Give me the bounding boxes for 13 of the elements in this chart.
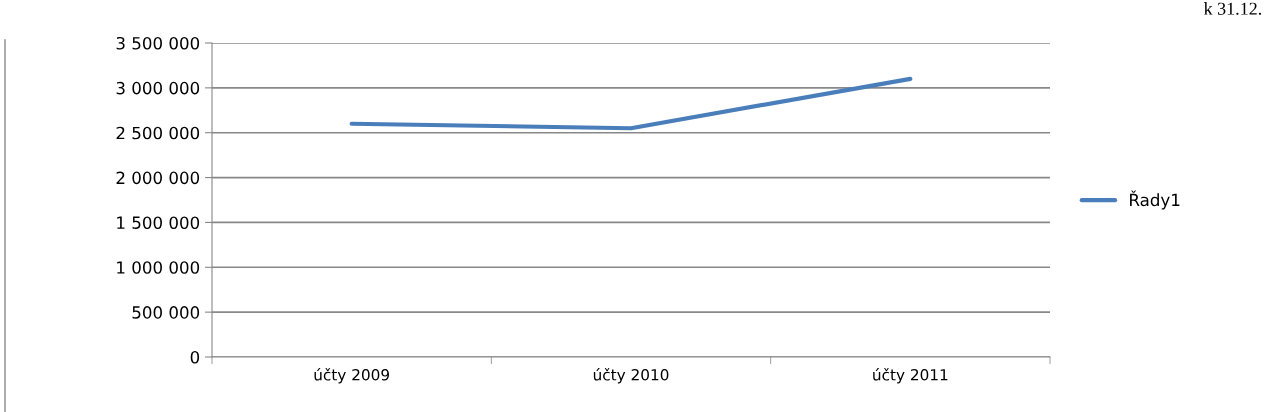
text: k 31.12. [1203, 2, 1262, 15]
y-tick-label: 1 500 000 [117, 216, 200, 229]
y-tick-label: 2 500 000 [116, 126, 200, 140]
y-tick-label: 3 500 000 [116, 36, 200, 50]
y-tick-label: 500 000 [132, 306, 200, 319]
y-tick-label: 2 000 000 [116, 171, 200, 185]
y-tick-label: 0 [190, 350, 200, 364]
y-tick-label: 3 000 000 [116, 81, 200, 95]
x-tick-label: účty 2009 [314, 368, 390, 384]
x-tick-label: účty 2010 [593, 368, 669, 384]
y-tick-label: 1 000 000 [117, 261, 200, 274]
x-tick-label: účty 2011 [873, 368, 948, 384]
legend-label: Řady1 [1130, 190, 1180, 210]
